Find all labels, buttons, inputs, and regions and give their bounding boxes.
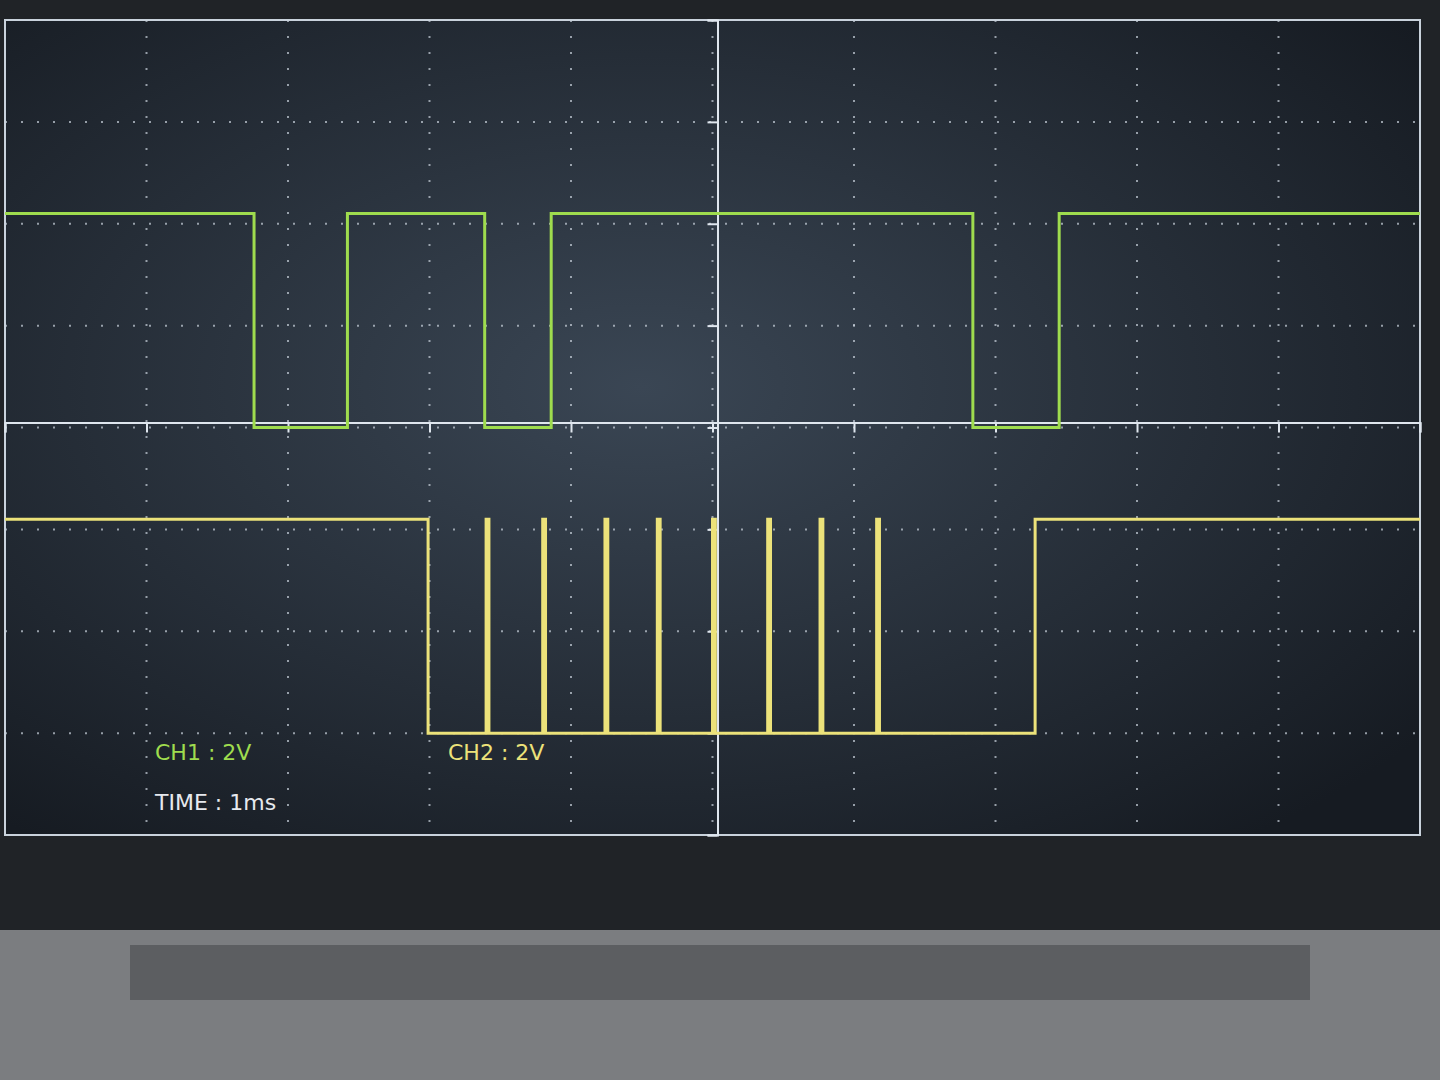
tick [571, 423, 572, 433]
channel-label: CH2 : 2V [448, 740, 544, 765]
trace [5, 214, 1420, 428]
grid-line-y [5, 325, 1420, 327]
tick-mark [571, 423, 573, 433]
tick [708, 428, 718, 429]
tick-mark [1137, 423, 1139, 433]
hinge [130, 945, 1310, 1000]
tick [147, 423, 148, 433]
grid-line-x [1136, 20, 1138, 835]
trace [5, 519, 1420, 733]
tick [1420, 423, 1421, 433]
tick [430, 423, 431, 433]
tick [854, 423, 855, 433]
tick [708, 122, 718, 123]
grid [5, 20, 1420, 835]
laptop-body [0, 930, 1440, 1080]
tick [708, 835, 718, 836]
plot-frame [5, 20, 1420, 835]
tick-mark [708, 835, 718, 837]
tick [5, 423, 6, 433]
tick-mark [429, 423, 431, 433]
axis-line [6, 423, 1421, 433]
grid-line-y [5, 121, 1420, 123]
tick-mark [708, 223, 718, 225]
tick-mark [5, 423, 7, 433]
bezel [0, 0, 1440, 1080]
tick-mark [1278, 423, 1280, 433]
tick [1279, 423, 1280, 433]
grid-line-y [5, 223, 1420, 225]
screen [5, 20, 1420, 835]
tick [708, 326, 718, 327]
annotation: TIME : 1ms [154, 790, 276, 815]
tick-mark [146, 423, 148, 433]
tick [1137, 423, 1138, 433]
grid-line-x [1278, 20, 1280, 835]
scope-view: CH1 : 2V CH2 : 2V TIME : 1ms [0, 0, 1440, 1080]
tick-mark [708, 20, 718, 22]
tick [708, 20, 718, 21]
traces [5, 214, 1420, 734]
channel-label: CH1 : 2V [155, 740, 251, 765]
grid-line-x [570, 20, 572, 835]
tick-mark [1420, 423, 1422, 433]
grid-line-x [146, 20, 148, 835]
tick [708, 224, 718, 225]
tick-mark [708, 325, 718, 327]
tick-mark [708, 427, 718, 429]
tick-mark [854, 423, 856, 433]
x-axis [6, 423, 1421, 433]
tick-mark [708, 121, 718, 123]
